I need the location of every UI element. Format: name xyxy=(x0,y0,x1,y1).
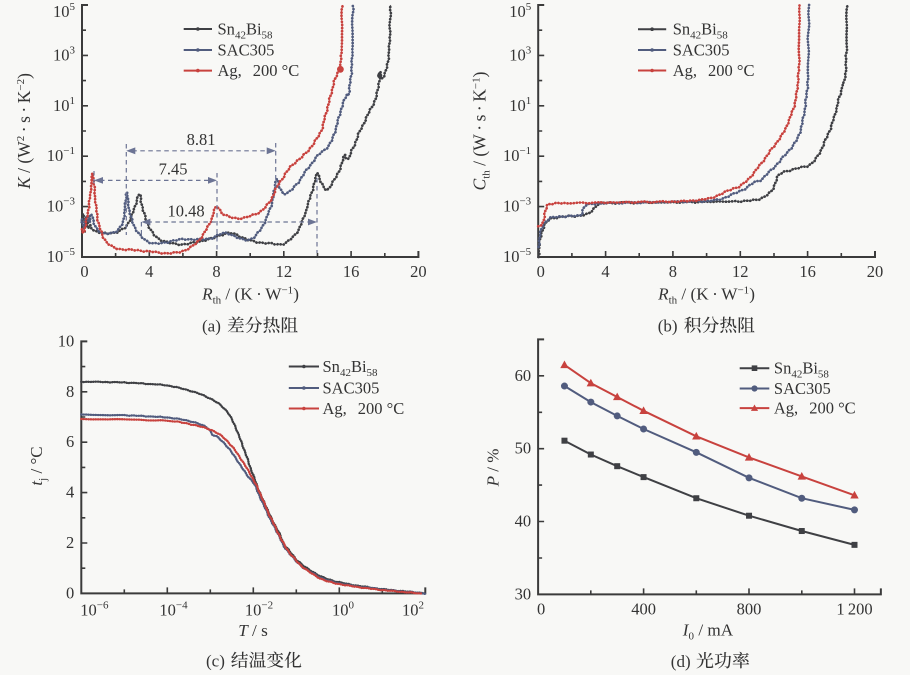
svg-text:(a): (a) xyxy=(202,317,221,336)
svg-text:SAC305: SAC305 xyxy=(673,41,730,60)
svg-text:SAC305: SAC305 xyxy=(774,379,831,398)
svg-text:P / %: P / % xyxy=(484,449,503,488)
svg-text:800: 800 xyxy=(737,599,762,618)
svg-text:1 200: 1 200 xyxy=(836,599,872,618)
svg-text:0: 0 xyxy=(66,583,74,602)
svg-text:8: 8 xyxy=(66,382,74,401)
svg-text:0: 0 xyxy=(537,599,545,618)
svg-text:2: 2 xyxy=(66,533,74,552)
svg-text:Ag,200 °C: Ag, 200 °C xyxy=(323,399,405,418)
svg-text:(d): (d) xyxy=(671,652,691,671)
svg-text:0: 0 xyxy=(80,262,88,281)
svg-text:(c): (c) xyxy=(206,652,225,671)
svg-text:10: 10 xyxy=(58,331,75,350)
svg-text:8: 8 xyxy=(669,262,677,281)
svg-text:20: 20 xyxy=(867,262,884,281)
svg-text:4: 4 xyxy=(66,483,74,502)
svg-text:16: 16 xyxy=(343,262,360,281)
svg-text:Sn42Bi58: Sn42Bi58 xyxy=(774,359,830,381)
svg-text:tj / °C: tj / °C xyxy=(27,446,49,485)
svg-text:16: 16 xyxy=(799,262,816,281)
svg-text:10.48: 10.48 xyxy=(167,202,204,221)
svg-text:Ag,200 °C: Ag, 200 °C xyxy=(774,399,856,418)
svg-text:(b): (b) xyxy=(658,317,678,336)
svg-text:4: 4 xyxy=(145,262,153,281)
svg-text:Sn42Bi58: Sn42Bi58 xyxy=(323,357,379,379)
svg-text:SAC305: SAC305 xyxy=(218,41,275,60)
svg-text:T / s: T / s xyxy=(238,621,268,640)
svg-text:Sn42Bi58: Sn42Bi58 xyxy=(673,20,729,42)
svg-text:SAC305: SAC305 xyxy=(323,379,380,398)
svg-text:101: 101 xyxy=(509,95,531,115)
svg-text:Ag,200 °C: Ag, 200 °C xyxy=(218,61,300,80)
svg-text:12: 12 xyxy=(732,262,749,281)
svg-text:I0 / mA: I0 / mA xyxy=(682,621,734,643)
svg-text:Sn42Bi58: Sn42Bi58 xyxy=(218,20,274,42)
svg-text:6: 6 xyxy=(66,432,74,451)
svg-text:Rth / (K · W−1): Rth / (K · W−1) xyxy=(201,285,299,307)
svg-text:60: 60 xyxy=(515,366,532,385)
svg-text:7.45: 7.45 xyxy=(159,160,188,179)
svg-text:30: 30 xyxy=(515,584,532,603)
svg-text:4: 4 xyxy=(601,262,609,281)
svg-text:8.81: 8.81 xyxy=(187,130,216,149)
svg-text:400: 400 xyxy=(631,599,656,618)
svg-text:40: 40 xyxy=(515,512,532,531)
svg-text:Rth / (K · W−1): Rth / (K · W−1) xyxy=(657,285,755,307)
svg-text:12: 12 xyxy=(276,262,293,281)
svg-text:8: 8 xyxy=(212,262,220,281)
svg-text:20: 20 xyxy=(410,262,427,281)
svg-text:Cth / (W · s · K−1): Cth / (W · s · K−1) xyxy=(470,71,493,190)
svg-text:K / (W2 · s · K−2): K / (W2 · s · K−2) xyxy=(14,73,34,190)
svg-text:0: 0 xyxy=(537,262,545,281)
svg-text:50: 50 xyxy=(515,439,532,458)
svg-text:Ag,200 °C: Ag, 200 °C xyxy=(673,61,755,80)
